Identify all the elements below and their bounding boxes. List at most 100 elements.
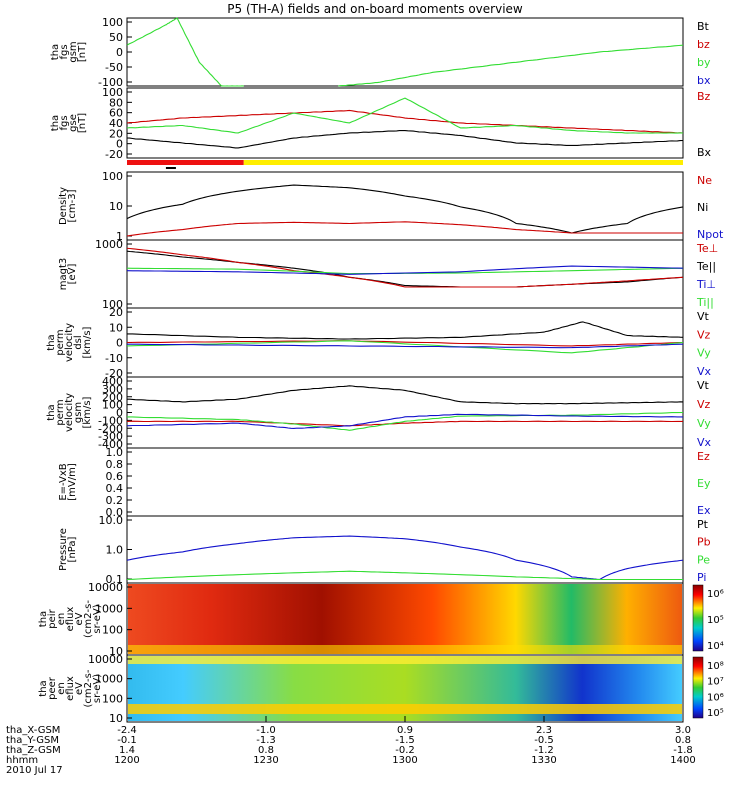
series-line-by <box>338 44 684 87</box>
series-line-Ne <box>126 221 683 237</box>
y-axis-label: velocity <box>64 393 75 432</box>
y-axis-label: [km/s] <box>82 326 93 358</box>
y-tick-label: 10 <box>109 321 123 334</box>
x-tick-label: 1330 <box>531 755 556 766</box>
legend-entry: Bz <box>697 90 711 103</box>
y-tick-label: 0 <box>116 407 123 420</box>
y-tick-label: 20 <box>109 127 123 140</box>
y-tick-label: 100 <box>102 624 123 637</box>
legend-entry: Ti⊥ <box>696 278 716 291</box>
legend-entry: Ex <box>697 504 711 517</box>
colorbar-tick-label: 10⁵ <box>707 708 724 719</box>
y-axis-label: [nPa] <box>67 536 78 562</box>
series-line-Vt <box>127 321 684 340</box>
y-axis-label: en <box>56 682 67 695</box>
y-tick-label: 0 <box>116 138 123 151</box>
y-axis-label: magt3 <box>58 258 69 291</box>
x-tick-label: -1.8 <box>673 745 693 756</box>
mode-bar-yellow <box>243 160 683 165</box>
colorbar <box>692 584 704 652</box>
x-axis-row-label: tha_X-GSM <box>6 725 60 736</box>
series-line-Bz <box>126 109 684 134</box>
y-axis-label: eV <box>74 682 85 695</box>
colorbar-tick-label: 10⁶ <box>707 589 724 600</box>
y-tick-label: 0.0 <box>106 506 124 519</box>
x-axis-row-label: 2010 Jul 17 <box>6 765 63 776</box>
y-tick-label: 100 <box>102 16 123 29</box>
plot-title: P5 (TH-A) fields and on-board moments ov… <box>227 2 523 16</box>
x-tick-label: 1400 <box>670 755 695 766</box>
y-tick-label: -100 <box>98 76 123 89</box>
y-axis-label: [mV/m] <box>67 463 78 501</box>
y-tick-label: 80 <box>109 96 123 109</box>
x-tick-label: 1230 <box>253 755 278 766</box>
y-tick-label: 0.1 <box>106 573 124 586</box>
y-tick-label: 0 <box>116 46 123 59</box>
y-axis-label: [nT] <box>77 113 88 133</box>
x-axis-row-label: tha_Y-GSM <box>6 735 59 746</box>
x-tick-label: 3.0 <box>675 725 691 736</box>
y-axis-label: eflux <box>65 607 76 632</box>
series-line-Vx <box>126 413 683 429</box>
y-axis-label: (cm2-s- <box>83 669 94 707</box>
legend-entry: Pe <box>697 553 710 566</box>
y-axis-label: fgs <box>59 44 70 59</box>
x-tick-label: -2.4 <box>117 725 137 736</box>
colorbar <box>692 656 704 719</box>
series-line-Vz <box>126 340 684 347</box>
y-tick-label: 1 <box>116 230 123 243</box>
y-axis-label: Density <box>58 187 69 225</box>
x-tick-label: -0.2 <box>395 745 415 756</box>
legend-entry: Bt <box>697 20 710 33</box>
y-tick-label: 60 <box>109 107 123 120</box>
legend-entry: by <box>697 56 711 69</box>
y-tick-label: 10.0 <box>99 514 124 527</box>
y-axis-label: [cm-3] <box>67 189 78 222</box>
legend-entry: Te|| <box>696 260 716 273</box>
x-axis-row-label: tha_Z-GSM <box>6 745 61 756</box>
y-tick-label: 1000 <box>95 602 123 615</box>
spectrogram-band <box>128 645 682 654</box>
y-axis-label: tha <box>50 44 61 60</box>
spectrogram-ion-spectrogram <box>128 584 682 654</box>
x-tick-label: 0.8 <box>675 735 691 746</box>
y-tick-label: -300 <box>98 430 123 443</box>
series-line-Ni <box>126 184 684 234</box>
y-axis-label: dsl <box>73 335 84 349</box>
y-tick-label: 10 <box>109 712 123 725</box>
y-tick-label: 100 <box>102 298 123 311</box>
legend-entry: Vt <box>697 310 710 323</box>
y-tick-label: 300 <box>102 383 123 396</box>
x-tick-label: -0.5 <box>534 735 554 746</box>
y-axis-label: [eV] <box>67 264 78 285</box>
y-tick-label: -10 <box>105 352 123 365</box>
y-tick-label: -50 <box>105 61 123 74</box>
series-line-by <box>126 17 244 87</box>
y-axis-label: eflux <box>65 676 76 701</box>
legend-entry: Ne <box>697 174 712 187</box>
y-tick-label: -200 <box>98 422 123 435</box>
y-axis-label: tha <box>38 611 49 627</box>
legend-entry: Te⊥ <box>696 242 718 255</box>
series-line-Ti|| <box>126 265 684 275</box>
colorbar-tick-label: 10⁷ <box>707 677 724 688</box>
y-axis-label: gsm <box>73 402 84 423</box>
legend-entry: Vx <box>697 365 712 378</box>
x-axis-row-label: hhmm <box>6 755 38 766</box>
panel-frame-efield <box>126 447 684 517</box>
y-tick-label: 400 <box>102 375 123 388</box>
y-tick-label: 10000 <box>88 653 123 666</box>
legend-entry: Npot <box>697 228 724 241</box>
panel-frame-density <box>126 171 684 241</box>
y-tick-label: -400 <box>98 438 123 451</box>
legend-entry: Ez <box>697 450 710 463</box>
y-tick-label: 100 <box>102 399 123 412</box>
legend-entry: Vy <box>697 347 711 360</box>
series-line-Pi <box>126 535 684 581</box>
legend-entry: Vy <box>697 417 711 430</box>
x-tick-label: 2.3 <box>536 725 552 736</box>
legend-entry: Vx <box>697 436 712 449</box>
y-axis-label: perm <box>55 329 66 355</box>
